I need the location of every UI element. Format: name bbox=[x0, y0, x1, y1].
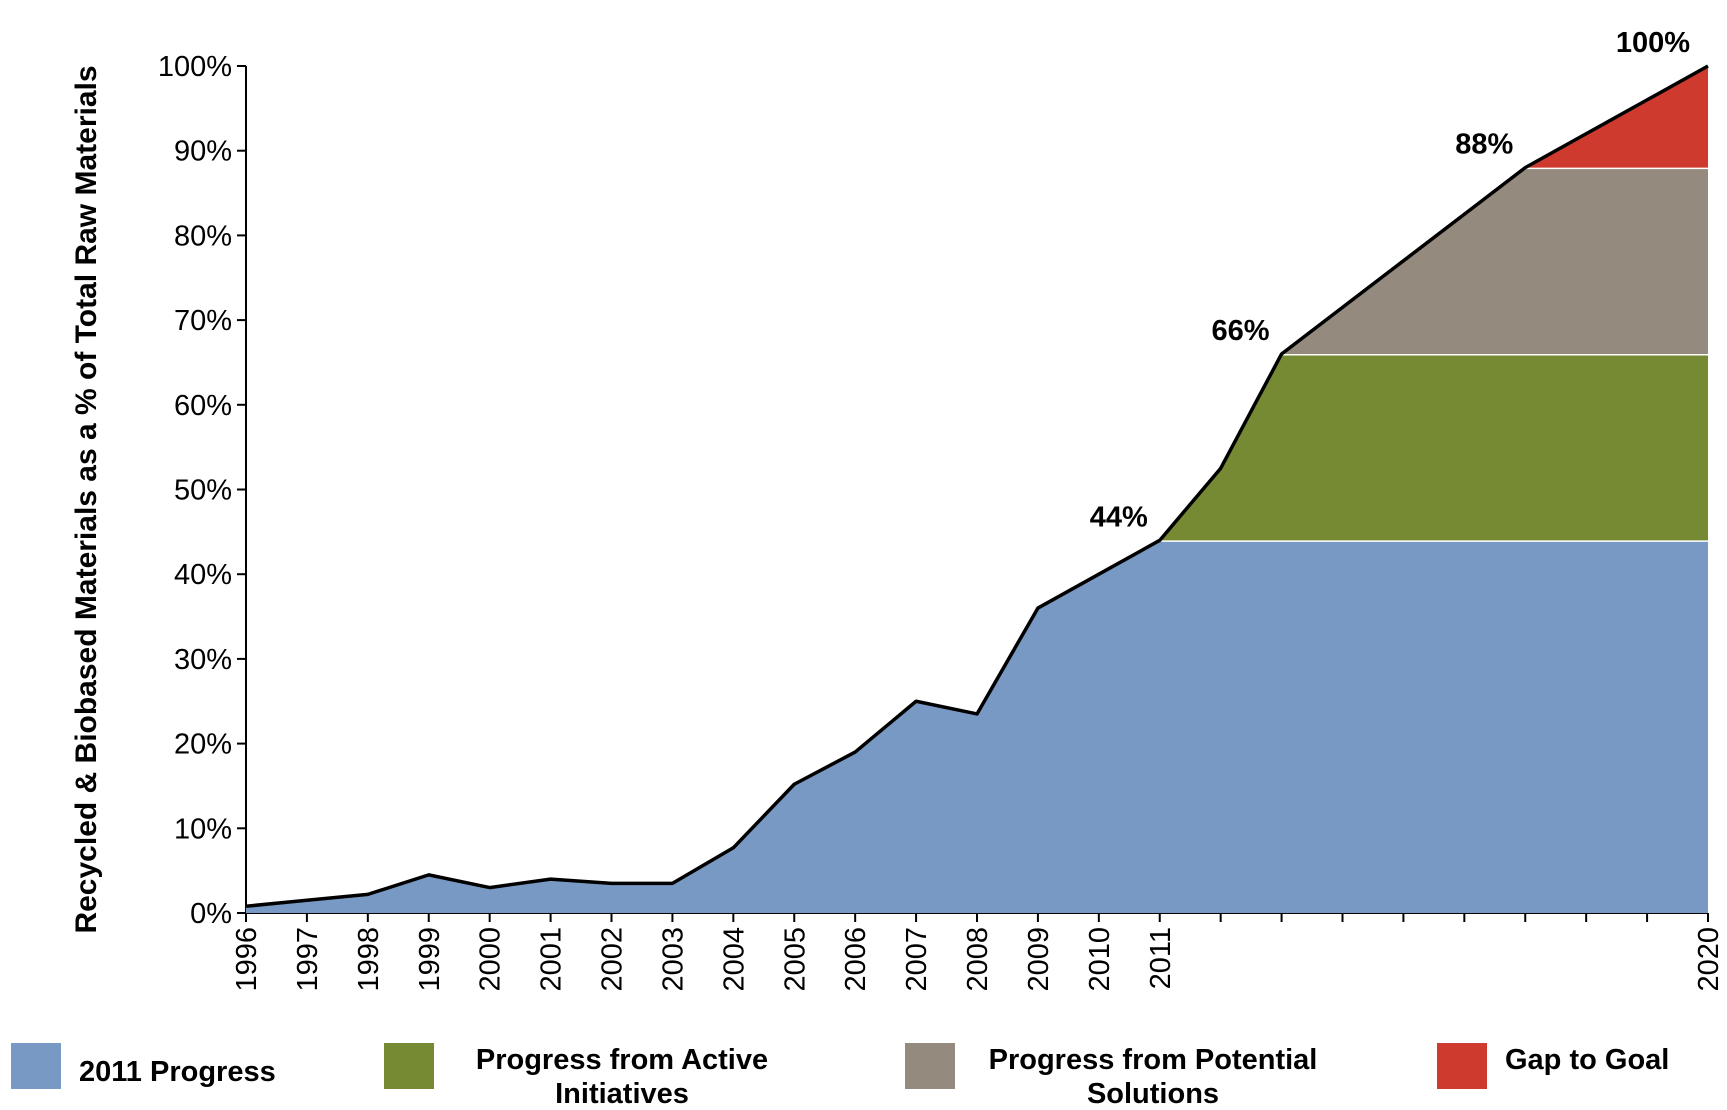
y-tick-label: 90% bbox=[174, 136, 232, 168]
legend-item: 2011 Progress bbox=[11, 1043, 309, 1089]
legend-item: Gap to Goal bbox=[1437, 1043, 1705, 1089]
legend-swatch bbox=[1437, 1043, 1487, 1089]
legend-swatch bbox=[11, 1043, 61, 1089]
y-tick-label: 60% bbox=[174, 390, 232, 422]
x-tick-label: 2002 bbox=[597, 927, 629, 992]
x-tick-label: 2010 bbox=[1084, 927, 1116, 992]
area bbox=[1159, 353, 1708, 541]
x-tick-label: 2005 bbox=[779, 927, 811, 992]
annotation: 44% bbox=[1090, 501, 1148, 533]
legend-label: Gap to Goal bbox=[1505, 1044, 1670, 1076]
annotation: 100% bbox=[1616, 27, 1690, 59]
area bbox=[246, 540, 1708, 913]
y-tick-label: 20% bbox=[174, 729, 232, 761]
y-tick-label: 30% bbox=[174, 644, 232, 676]
total-outline bbox=[245, 64, 1709, 908]
legend-swatch bbox=[905, 1043, 955, 1089]
legend-swatch bbox=[384, 1043, 434, 1089]
x-tick-label: 2009 bbox=[1023, 927, 1055, 992]
legend-label: Progress from Active Initiatives bbox=[475, 1044, 769, 1110]
x-tick-label: 1998 bbox=[353, 927, 385, 992]
chart: Recycled & Biobased Materials as a % of … bbox=[70, 27, 1725, 992]
x-tick-label: 2020 bbox=[1693, 927, 1725, 992]
annotation: 88% bbox=[1455, 129, 1513, 161]
x-tick-label: 2001 bbox=[536, 927, 568, 992]
area bbox=[1281, 167, 1708, 354]
legend-item: Progress from Potential Solutions bbox=[905, 1043, 1333, 1110]
y-tick-label: 80% bbox=[174, 220, 232, 252]
legend-label: 2011 Progress bbox=[79, 1056, 276, 1088]
y-tick-label: 70% bbox=[174, 305, 232, 337]
y-tick-label: 100% bbox=[158, 51, 232, 83]
legend-label: Progress from Potential Solutions bbox=[988, 1044, 1318, 1110]
annotation: 66% bbox=[1212, 315, 1270, 347]
x-tick-label: 2004 bbox=[718, 927, 750, 992]
x-tick-label: 2011 bbox=[1145, 927, 1177, 989]
x-tick-label: 1997 bbox=[292, 927, 324, 992]
x-tick-label: 1996 bbox=[231, 927, 263, 992]
x-tick-label: 2006 bbox=[840, 927, 872, 992]
y-tick-label: 40% bbox=[174, 559, 232, 591]
x-tick-label: 2000 bbox=[475, 927, 507, 992]
x-tick-label: 2003 bbox=[657, 927, 689, 992]
y-axis-label: Recycled & Biobased Materials as a % of … bbox=[70, 65, 103, 933]
y-tick-label: 0% bbox=[190, 898, 232, 930]
x-tick-label: 2008 bbox=[962, 927, 994, 992]
x-tick-label: 1999 bbox=[414, 927, 446, 992]
y-tick-label: 10% bbox=[174, 813, 232, 845]
legend-item: Progress from Active Initiatives bbox=[384, 1043, 792, 1110]
y-tick-label: 50% bbox=[174, 475, 232, 507]
x-tick-label: 2007 bbox=[901, 927, 933, 992]
